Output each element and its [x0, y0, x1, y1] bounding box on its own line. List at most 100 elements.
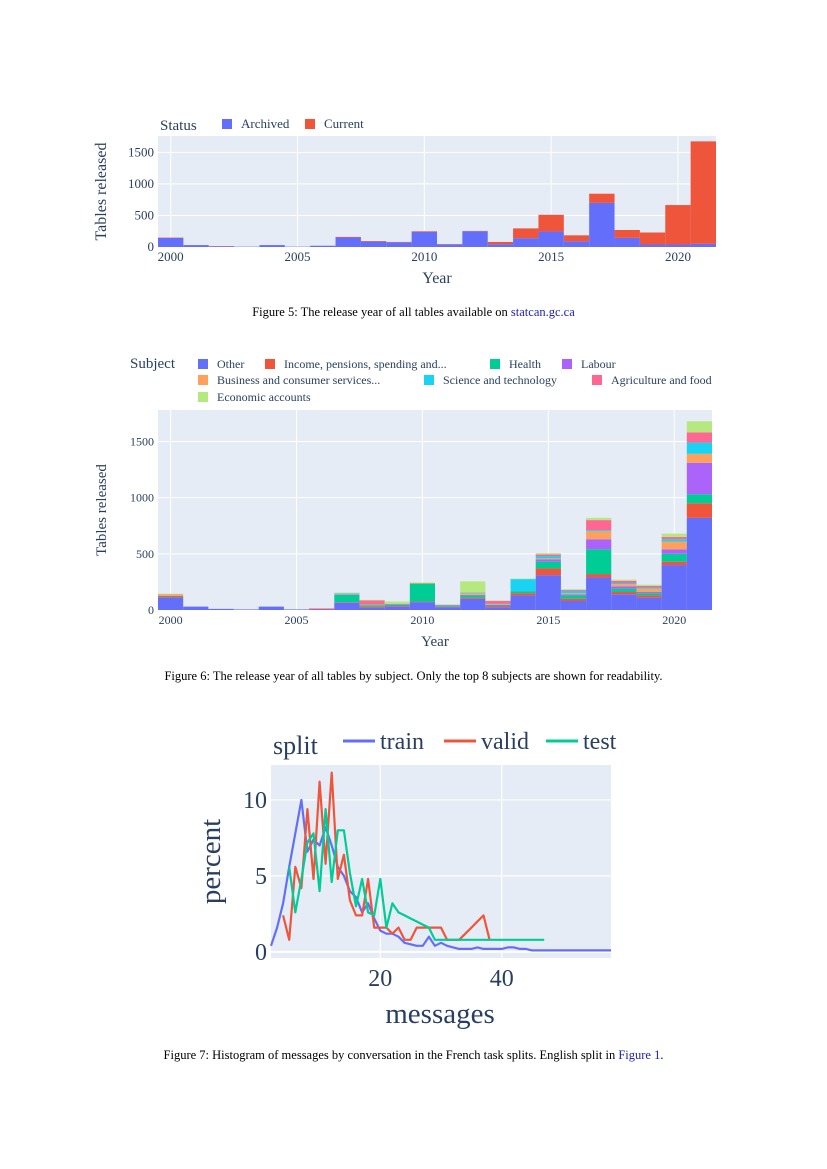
- bar-economic-accounts: [510, 578, 536, 580]
- bar-health: [435, 606, 461, 607]
- figure-7-caption-link[interactable]: Figure 1: [618, 1048, 661, 1062]
- bar-archived: [259, 245, 285, 247]
- bar-labour: [611, 586, 637, 589]
- x-tick-label: 20: [368, 966, 392, 992]
- legend-item: Economic accounts: [217, 390, 311, 404]
- bar-health: [535, 561, 561, 569]
- bar-other: [485, 607, 511, 610]
- legend-item: valid: [481, 729, 529, 755]
- bar-archived: [158, 237, 184, 247]
- x-axis-title: Year: [421, 634, 449, 650]
- bar-health: [409, 583, 435, 602]
- y-tick-label: 0: [255, 940, 267, 966]
- bar-health: [384, 604, 410, 607]
- y-tick-label: 1500: [128, 144, 154, 159]
- bar-other: [334, 602, 360, 610]
- bar-labour: [560, 594, 587, 596]
- legend-swatch: [424, 375, 434, 385]
- bar-archived: [183, 245, 209, 247]
- x-tick-label: 2010: [410, 613, 434, 627]
- legend-item: test: [583, 729, 617, 755]
- bar-agriculture-and-food: [611, 580, 637, 584]
- bar-archived: [563, 241, 590, 247]
- x-tick-label: 2015: [536, 613, 560, 627]
- bar-current: [589, 193, 615, 203]
- bar-income-pensions-spending-and: [661, 561, 687, 566]
- legend-item: Other: [217, 357, 244, 371]
- bar-other: [384, 606, 410, 610]
- figure-5-caption: Figure 5: The release year of all tables…: [0, 305, 827, 320]
- bar-agriculture-and-food: [309, 608, 335, 609]
- bar-other: [233, 609, 259, 610]
- bar-economic-accounts: [485, 600, 511, 602]
- figure-5-caption-link[interactable]: statcan.gc.ca: [510, 305, 575, 319]
- bar-income-pensions-spending-and: [560, 598, 587, 602]
- bar-science-and-technology: [636, 587, 662, 589]
- bar-health: [661, 553, 687, 562]
- bar-economic-accounts: [334, 592, 360, 594]
- y-tick-label: 5: [255, 864, 267, 890]
- bar-labour: [586, 539, 612, 550]
- bar-agriculture-and-food: [435, 604, 461, 606]
- bar-business-and-consumer-services: [586, 531, 612, 540]
- legend-swatch: [198, 392, 208, 402]
- bar-current: [411, 231, 437, 232]
- legend-swatch: [562, 359, 572, 369]
- x-tick-label: 40: [490, 966, 514, 992]
- bar-archived: [690, 243, 716, 247]
- bar-other: [686, 517, 712, 610]
- bar-economic-accounts: [636, 584, 662, 586]
- bar-agriculture-and-food: [661, 536, 687, 540]
- bar-other: [409, 602, 435, 610]
- bar-other: [359, 607, 385, 610]
- plot-area: [271, 765, 611, 958]
- series-line-test: [288, 807, 545, 941]
- bar-science-and-technology: [460, 593, 486, 594]
- legend-item: Archived: [241, 116, 290, 131]
- bar-other: [258, 606, 284, 610]
- bar-other: [661, 565, 687, 610]
- x-tick-label: 2020: [665, 249, 691, 264]
- bar-business-and-consumer-services: [560, 593, 587, 595]
- bar-science-and-technology: [535, 556, 561, 559]
- bar-health: [485, 605, 511, 607]
- x-tick-label: 2020: [662, 613, 686, 627]
- legend-swatch: [490, 359, 500, 369]
- bar-income-pensions-spending-and: [334, 602, 360, 603]
- bar-health: [460, 595, 486, 598]
- legend-item: Science and technology: [443, 373, 557, 387]
- bar-income-pensions-spending-and: [485, 606, 511, 608]
- bar-science-and-technology: [560, 590, 587, 594]
- bar-archived: [487, 244, 514, 247]
- bar-other: [560, 601, 587, 610]
- y-tick-label: 1500: [130, 434, 154, 448]
- bar-science-and-technology: [586, 530, 612, 532]
- figure-6-caption-text: Figure 6: The release year of all tables…: [164, 669, 663, 683]
- bar-income-pensions-spending-and: [611, 592, 637, 595]
- y-tick-label: 500: [136, 547, 154, 561]
- bar-other: [183, 606, 209, 610]
- bar-health: [686, 494, 712, 504]
- x-tick-label: 2005: [285, 249, 311, 264]
- bar-current: [665, 205, 691, 245]
- bar-other: [586, 577, 612, 610]
- bar-business-and-consumer-services: [334, 593, 360, 595]
- bar-income-pensions-spending-and: [359, 606, 385, 608]
- bar-science-and-technology: [334, 593, 360, 594]
- bar-other: [535, 575, 561, 610]
- legend-swatch: [198, 375, 208, 385]
- y-axis-title: percent: [195, 819, 227, 904]
- bar-archived: [411, 231, 437, 247]
- legend-swatch: [222, 119, 232, 129]
- bar-health: [510, 591, 536, 594]
- y-tick-label: 0: [148, 603, 154, 617]
- bar-health: [560, 595, 587, 599]
- figure-7-caption-end: .: [660, 1048, 664, 1062]
- bar-archived: [589, 202, 615, 247]
- bar-agriculture-and-food: [586, 520, 612, 531]
- plot-area: [158, 410, 712, 610]
- y-axis-title: Tables released: [94, 464, 110, 556]
- legend-title: Status: [160, 118, 197, 134]
- bar-other: [611, 594, 637, 610]
- bar-labour: [460, 594, 486, 596]
